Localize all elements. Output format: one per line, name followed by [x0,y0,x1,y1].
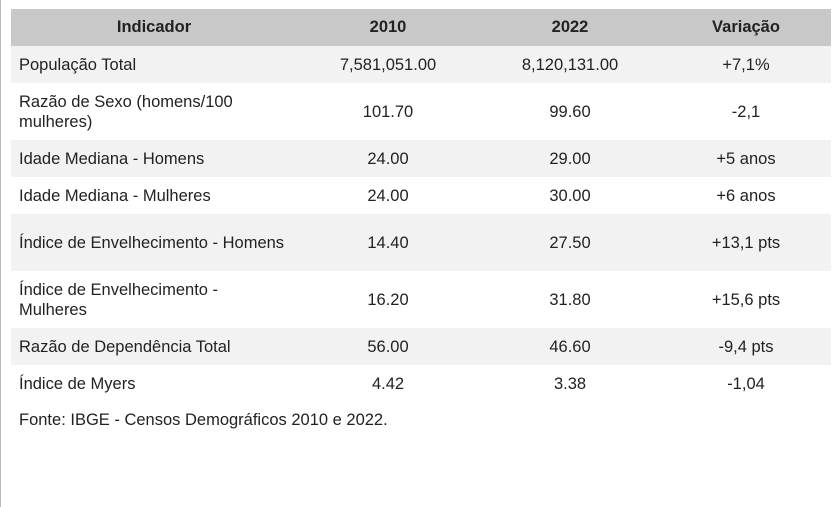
cell-2010: 7,581,051.00 [297,46,479,83]
cell-2010: 24.00 [367,186,409,205]
cell-2010: 16.20 [367,290,409,309]
cell-indicador: Idade Mediana - Homens [11,140,297,177]
header-variacao: Variação [661,9,831,46]
cell-variacao: +15,6 pts [711,290,781,309]
cell-variacao: +5 anos [661,140,831,177]
cell-variacao: +6 anos [716,186,776,205]
cell-indicador: Razão de Dependência Total [11,328,297,365]
cell-variacao: +13,1 pts [661,214,831,271]
cell-2022: 30.00 [549,186,591,205]
cell-2022: 31.80 [549,290,591,309]
header-indicador: Indicador [11,9,297,46]
cell-indicador: Índice de Myers [19,374,136,393]
table-row: Índice de Envelhecimento - Homens 14.40 … [11,214,831,271]
table-row: Idade Mediana - Mulheres 24.00 30.00 +6 … [11,177,831,214]
table-header-row: Indicador 2010 2022 Variação [11,9,831,46]
cell-2022: 8,120,131.00 [479,46,661,83]
cell-2010: 56.00 [297,328,479,365]
cell-indicador: Índice de Envelhecimento - Homens [11,214,297,271]
table-row: Idade Mediana - Homens 24.00 29.00 +5 an… [11,140,831,177]
cell-2010: 4.42 [371,374,405,393]
cell-variacao: -2,1 [731,102,761,121]
table-row: População Total 7,581,051.00 8,120,131.0… [11,46,831,83]
cell-2022: 3.38 [553,374,587,393]
source-note: Fonte: IBGE - Censos Demográficos 2010 e… [19,411,388,429]
cell-2010: 101.70 [362,102,414,121]
cell-variacao: -1,04 [727,374,765,393]
cell-indicador: Razão de Sexo (homens/100 mulheres) [19,92,233,131]
header-2010: 2010 [297,9,479,46]
indicators-table: Indicador 2010 2022 Variação População T… [11,9,831,402]
table-row: Razão de Dependência Total 56.00 46.60 -… [11,328,831,365]
cell-2022: 27.50 [479,214,661,271]
cell-indicador: Índice de Envelhecimento - Mulheres [19,280,219,319]
cell-variacao: -9,4 pts [661,328,831,365]
cell-2022: 46.60 [479,328,661,365]
cell-variacao: +7,1% [661,46,831,83]
table-row: Índice de Myers 4.42 3.38 -1,04 [11,365,831,402]
left-border [0,0,1,507]
cell-2022: 29.00 [479,140,661,177]
cell-2010: 24.00 [297,140,479,177]
cell-2010: 14.40 [297,214,479,271]
header-2022: 2022 [479,9,661,46]
table-row: Razão de Sexo (homens/100 mulheres) 101.… [11,83,831,140]
table-row: Índice de Envelhecimento - Mulheres 16.2… [11,271,831,328]
cell-indicador: Idade Mediana - Mulheres [19,186,211,205]
cell-indicador: População Total [11,46,297,83]
cell-2022: 99.60 [549,102,591,121]
